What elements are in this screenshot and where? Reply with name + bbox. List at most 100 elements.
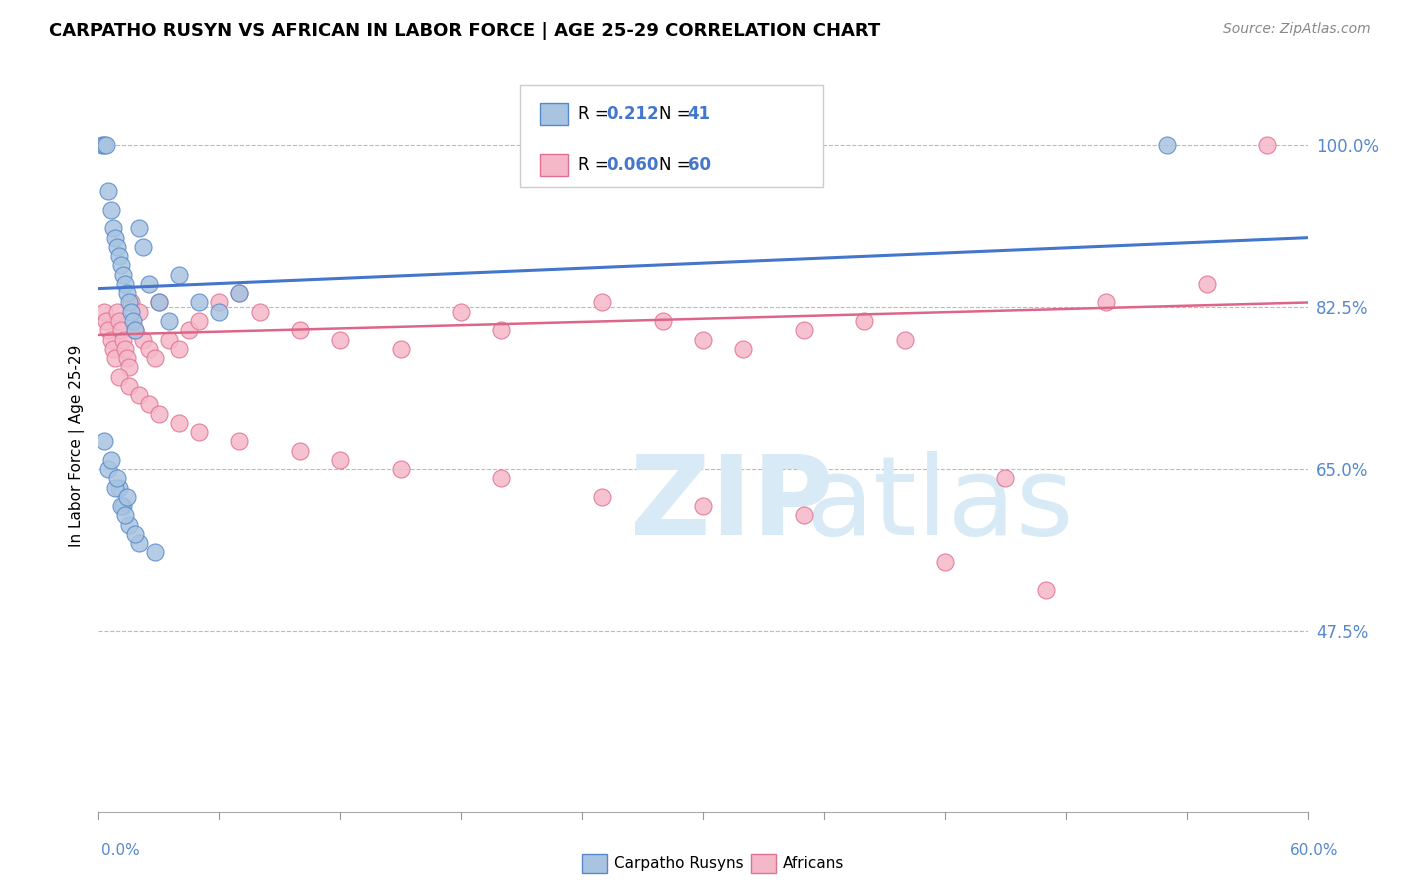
Point <box>121 314 143 328</box>
Point <box>228 434 250 449</box>
Point <box>491 471 513 485</box>
Point <box>228 286 250 301</box>
Text: Carpatho Rusyns: Carpatho Rusyns <box>614 856 744 871</box>
Point <box>692 499 714 513</box>
Point <box>138 342 160 356</box>
Point <box>111 268 134 282</box>
Point <box>934 555 956 569</box>
Point <box>105 240 128 254</box>
Point <box>733 342 755 356</box>
Text: 60.0%: 60.0% <box>1291 843 1339 858</box>
Point <box>100 453 122 467</box>
Text: 41: 41 <box>688 105 710 123</box>
Point <box>93 138 115 153</box>
Point <box>114 508 136 523</box>
Point <box>208 304 231 318</box>
Point <box>188 314 211 328</box>
Text: Africans: Africans <box>783 856 845 871</box>
Point <box>249 304 271 318</box>
Point <box>118 360 141 375</box>
Point <box>188 425 211 439</box>
Point <box>120 304 142 318</box>
Point <box>692 333 714 347</box>
Point <box>91 138 114 153</box>
Point <box>107 481 129 495</box>
Point <box>1035 582 1057 597</box>
Point <box>167 268 190 282</box>
Point <box>118 379 141 393</box>
Point <box>1256 138 1278 153</box>
Point <box>450 304 472 318</box>
Point <box>228 286 250 301</box>
Text: Source: ZipAtlas.com: Source: ZipAtlas.com <box>1223 22 1371 37</box>
Point <box>128 536 150 550</box>
Point <box>389 342 412 356</box>
Point <box>793 508 815 523</box>
Point <box>105 471 128 485</box>
Point <box>105 304 128 318</box>
Point <box>994 471 1017 485</box>
Point <box>115 351 138 365</box>
Point <box>128 388 150 402</box>
Point <box>893 333 915 347</box>
Point <box>143 545 166 559</box>
Point <box>157 314 180 328</box>
Point <box>111 333 134 347</box>
Point <box>148 407 170 421</box>
Point <box>128 304 150 318</box>
Point <box>157 333 180 347</box>
Text: atlas: atlas <box>806 451 1074 558</box>
Point <box>103 481 125 495</box>
Point <box>148 295 170 310</box>
Point <box>1195 277 1218 291</box>
Text: 0.0%: 0.0% <box>101 843 141 858</box>
Point <box>329 333 352 347</box>
Text: N =: N = <box>659 105 696 123</box>
Point <box>97 462 120 476</box>
Point <box>124 323 146 337</box>
Point <box>96 314 118 328</box>
Point <box>114 277 136 291</box>
Point <box>329 453 352 467</box>
Point <box>114 342 136 356</box>
Text: ZIP: ZIP <box>630 451 834 558</box>
Point <box>100 202 122 217</box>
Point <box>103 230 125 244</box>
Text: R =: R = <box>578 156 614 174</box>
Point <box>110 259 132 273</box>
Point <box>115 286 138 301</box>
Point <box>107 369 129 384</box>
Point <box>110 499 132 513</box>
Point <box>96 138 118 153</box>
Point <box>118 295 141 310</box>
Point <box>107 314 129 328</box>
Point <box>288 323 311 337</box>
Text: 0.212: 0.212 <box>606 105 658 123</box>
Point <box>115 490 138 504</box>
Point <box>93 434 115 449</box>
Point <box>853 314 876 328</box>
Point <box>128 221 150 235</box>
Point <box>138 397 160 411</box>
Point <box>107 249 129 263</box>
Point <box>148 295 170 310</box>
Y-axis label: In Labor Force | Age 25-29: In Labor Force | Age 25-29 <box>69 345 84 547</box>
Point <box>124 527 146 541</box>
Point <box>97 323 120 337</box>
Point <box>1095 295 1118 310</box>
Point <box>103 351 125 365</box>
Point <box>208 295 231 310</box>
Point <box>167 416 190 430</box>
Point <box>97 185 120 199</box>
Point <box>100 333 122 347</box>
Point <box>93 304 115 318</box>
Point <box>101 221 124 235</box>
Point <box>124 323 146 337</box>
Text: 60: 60 <box>688 156 710 174</box>
Point <box>491 323 513 337</box>
Text: R =: R = <box>578 105 614 123</box>
Point <box>111 499 134 513</box>
Point <box>101 342 124 356</box>
Point <box>651 314 673 328</box>
Point <box>1156 138 1178 153</box>
